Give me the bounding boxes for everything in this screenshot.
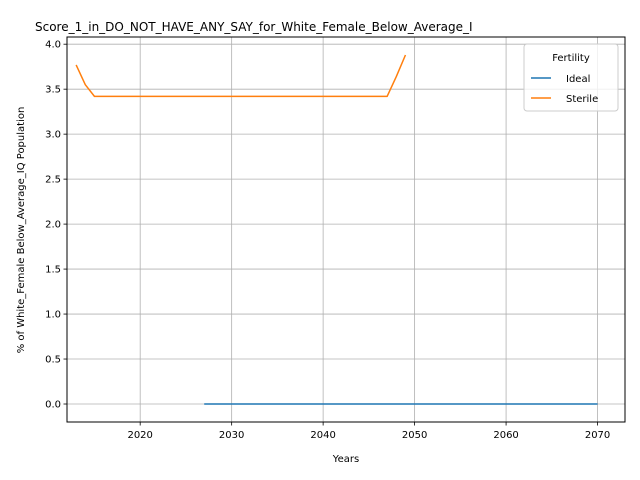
y-axis-label: % of White_Female Below_Average_IQ Popul… <box>16 107 27 354</box>
x-tick-label: 2020 <box>127 430 152 441</box>
x-tick-label: 2030 <box>219 430 244 441</box>
legend-label-sterile: Sterile <box>566 94 598 105</box>
legend-box <box>523 43 619 112</box>
y-tick-label: 3.0 <box>45 130 61 141</box>
plot-frame <box>66 36 626 423</box>
x-tick-label: 2050 <box>402 430 427 441</box>
y-tick-label: 1.0 <box>45 310 61 321</box>
y-tick-label: 4.0 <box>45 40 61 51</box>
y-tick-label: 2.5 <box>45 175 61 186</box>
x-tick-label: 2040 <box>310 430 335 441</box>
legend: Fertility Ideal Sterile <box>523 43 619 112</box>
legend-title: Fertility <box>552 53 590 64</box>
y-tick-label: 2.0 <box>45 220 61 231</box>
y-tick-label: 0.5 <box>45 355 61 366</box>
legend-label-ideal: Ideal <box>566 74 590 85</box>
x-axis-label: Years <box>332 454 359 465</box>
x-tick-label: 2070 <box>585 430 610 441</box>
x-tick-label: 2060 <box>493 430 518 441</box>
y-tick-label: 1.5 <box>45 265 61 276</box>
chart-title: Score_1_in_DO_NOT_HAVE_ANY_SAY_for_White… <box>35 20 473 34</box>
series-line-sterile <box>75 54 407 98</box>
y-tick-label: 0.0 <box>45 400 61 411</box>
axis-ticks: 2020 2030 2040 2050 2060 2070 0.0 0.5 1.0 1.5 2.0 2… <box>45 40 610 441</box>
series-lines <box>75 54 598 405</box>
grid <box>67 37 625 422</box>
y-tick-label: 3.5 <box>45 85 61 96</box>
